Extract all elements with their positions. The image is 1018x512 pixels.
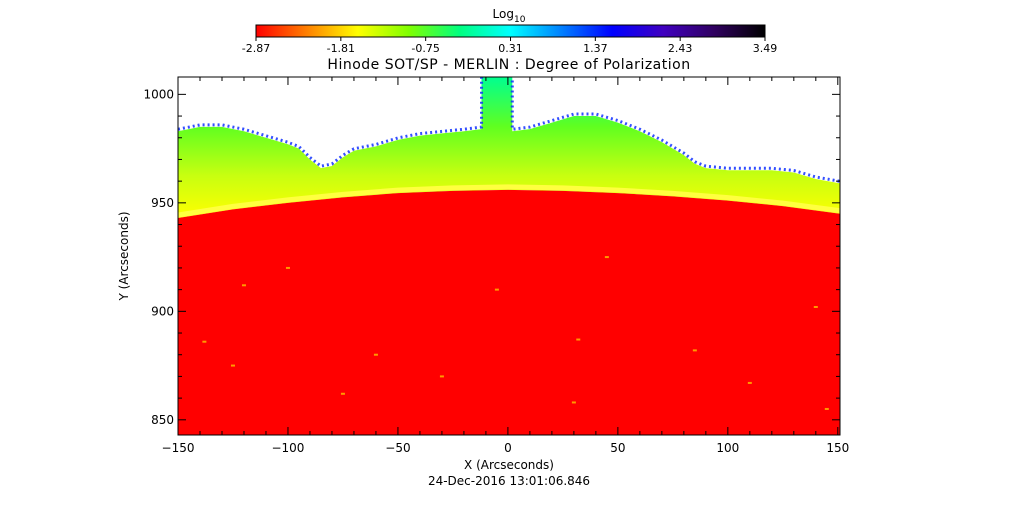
- colorbar-tick-label: -1.81: [327, 42, 355, 55]
- bright-point: [373, 353, 378, 356]
- chart-title: Hinode SOT/SP - MERLIN : Degree of Polar…: [327, 57, 690, 73]
- bright-point: [340, 392, 345, 395]
- limb-bright-band: [178, 184, 840, 218]
- polarization-signal-region: [178, 77, 840, 219]
- bright-point: [824, 407, 829, 410]
- x-tick-label: 150: [826, 441, 849, 455]
- solar-disk-region: [178, 189, 840, 435]
- bright-point: [813, 305, 818, 308]
- x-tick-label: 0: [504, 441, 512, 455]
- colorbar-label-base: Log: [493, 7, 514, 21]
- bright-point: [692, 349, 697, 352]
- bright-point: [747, 381, 752, 384]
- colorbar-strip: [255, 24, 766, 38]
- bright-point: [571, 401, 576, 404]
- x-axis: −150 −100 −50 0 50 100 150: [162, 77, 849, 455]
- y-axis: 850 900 950 1000: [143, 87, 840, 427]
- plot-frame: [177, 76, 841, 436]
- x-tick-label: 100: [716, 441, 739, 455]
- bright-point: [241, 284, 246, 287]
- y-tick-label: 1000: [143, 87, 174, 101]
- bright-point: [604, 256, 609, 259]
- y-axis-label: Y (Arcseconds): [117, 211, 131, 301]
- bright-point: [202, 340, 207, 343]
- x-tick-label: 50: [610, 441, 625, 455]
- y-tick-label: 850: [151, 413, 174, 427]
- bright-point: [576, 338, 581, 341]
- noise-fringe: [178, 77, 840, 183]
- y-tick-label: 900: [151, 304, 174, 318]
- bright-point: [439, 375, 444, 378]
- colorbar-label-subscript: 10: [514, 15, 526, 25]
- y-tick-label: 950: [151, 196, 174, 210]
- x-axis-label: X (Arcseconds): [464, 458, 554, 472]
- x-tick-label: −50: [385, 441, 410, 455]
- colorbar-tick-label: 2.43: [668, 42, 693, 55]
- colorbar-label: Log10: [493, 7, 526, 25]
- x-tick-label: −150: [162, 441, 195, 455]
- colorbar-tick-label: -2.87: [242, 42, 270, 55]
- bright-points: [202, 256, 829, 410]
- x-tick-label: −100: [271, 441, 304, 455]
- plot-area: [178, 77, 840, 435]
- bright-point: [494, 288, 499, 291]
- bright-point: [230, 364, 235, 367]
- colorbar-tick-label: 1.37: [583, 42, 608, 55]
- colorbar-ticks: -2.87 -1.81 -0.75 0.31 1.37 2.43 3.49: [242, 37, 777, 55]
- colorbar: Log10 -2.87 -1.81 -0.75 0.31 1.37 2.43 3.49: [242, 7, 777, 55]
- timestamp: 24-Dec-2016 13:01:06.846: [428, 474, 590, 488]
- colorbar-tick-label: 0.31: [498, 42, 523, 55]
- bright-point: [285, 266, 290, 269]
- colorbar-tick-label: -0.75: [411, 42, 439, 55]
- colorbar-tick-label: 3.49: [753, 42, 778, 55]
